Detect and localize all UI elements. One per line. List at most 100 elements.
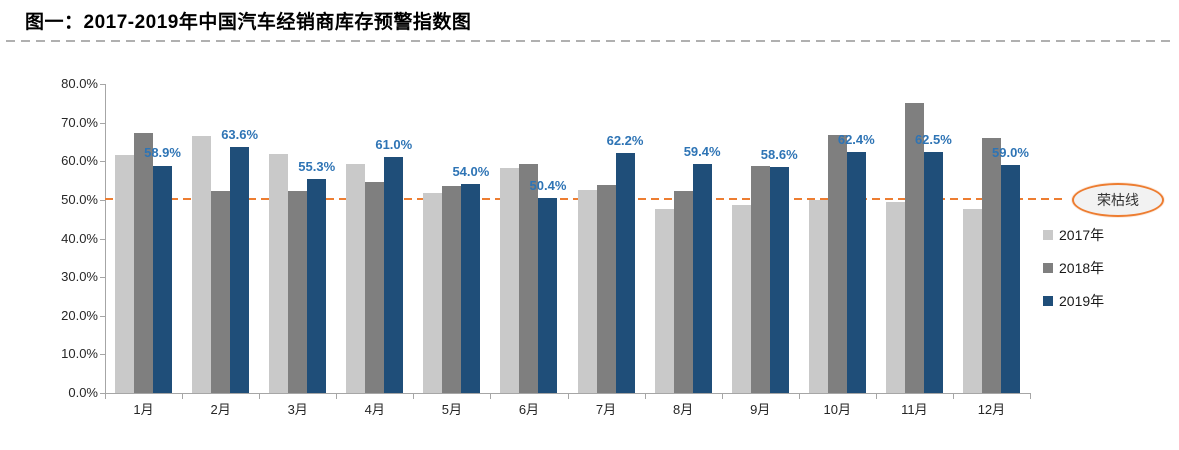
y-axis-tick-label: 0.0% (68, 385, 98, 400)
x-axis-tick (721, 394, 723, 399)
x-axis-tick (182, 394, 184, 399)
x-axis-tick (875, 394, 877, 399)
threshold-label-badge: 荣枯线 (1072, 183, 1164, 217)
bar-2019年 (461, 184, 481, 393)
y-axis-tick (100, 84, 105, 85)
y-axis-tick (100, 161, 105, 163)
x-axis-tick-label: 11月 (901, 402, 928, 417)
x-axis-tick (1030, 394, 1031, 399)
y-axis-tick (100, 122, 105, 124)
bar-2017年 (885, 201, 905, 393)
x-axis-tick-label: 8月 (673, 402, 694, 417)
x-axis-tick (105, 394, 106, 399)
bar-2018年 (211, 190, 231, 393)
bar-2019年 (692, 163, 712, 393)
x-axis-tick-label: 12月 (977, 402, 1006, 417)
x-axis-tick-label: 10月 (823, 402, 852, 417)
x-axis-tick (259, 394, 261, 399)
legend-marker (1043, 263, 1053, 273)
legend-label: 2017年 (1059, 227, 1105, 243)
bar-2019年 (230, 147, 250, 393)
y-axis-tick (100, 277, 105, 279)
legend-marker (1043, 230, 1053, 240)
bar-2019年 (846, 151, 866, 393)
bar-2018年 (750, 165, 770, 393)
data-label-2019年: 59.0% (992, 145, 1029, 161)
legend-label: 2018年 (1059, 260, 1105, 276)
x-axis-tick-label: 3月 (287, 402, 308, 417)
x-axis-tick-label: 1月 (133, 402, 154, 417)
bar-2017年 (423, 192, 443, 393)
legend-label: 2019年 (1059, 293, 1105, 309)
bar-2018年 (134, 133, 154, 393)
data-label-2019年: 58.9% (144, 145, 181, 161)
bar-2018年 (442, 185, 462, 393)
chart-legend: 2017年 2018年 2019年 (1043, 224, 1163, 323)
x-axis-tick (567, 394, 569, 399)
legend-marker (1043, 296, 1053, 306)
bar-2018年 (596, 184, 616, 393)
data-label-2019年: 61.0% (375, 137, 413, 153)
x-axis-tick (644, 394, 646, 399)
chart-title: 图一：2017-2019年中国汽车经销商库存预警指数图 (25, 12, 472, 33)
threshold-label: 荣枯线 (1097, 192, 1139, 208)
bar-2017年 (192, 135, 212, 393)
legend-item-2017年: 2017年 (1043, 224, 1163, 246)
y-axis-tick-label: 70.0% (61, 114, 98, 130)
y-axis-tick (100, 199, 105, 201)
x-axis-tick-label: 9月 (750, 402, 771, 417)
bar-2017年 (346, 164, 366, 393)
bar-2019年 (538, 198, 558, 393)
y-axis-tick-label: 50.0% (61, 191, 98, 207)
bar-2017年 (808, 200, 828, 393)
legend-item-2018年: 2018年 (1043, 257, 1163, 279)
bar-2017年 (269, 153, 289, 393)
x-axis-tick-label: 2月 (210, 402, 231, 417)
bar-2018年 (673, 191, 693, 393)
x-axis-tick (952, 394, 954, 399)
data-label-2019年: 62.2% (606, 132, 644, 148)
data-label-2019年: 62.5% (914, 131, 952, 147)
data-label-2019年: 55.3% (298, 159, 336, 175)
bar-2019年 (1000, 165, 1020, 393)
data-label-2019年: 63.6% (221, 127, 259, 143)
title-separator-line (6, 40, 1173, 42)
bar-2019年 (307, 179, 327, 393)
bar-2018年 (288, 191, 308, 393)
data-label-2019年: 62.4% (837, 131, 875, 147)
y-axis-tick-label: 30.0% (61, 269, 98, 285)
plot-area: 58.9% 63.6% 55.3% 61.0% 54.0% 50.4% 62.2% 59.4%… (105, 84, 1030, 393)
x-axis-tick (336, 394, 338, 399)
data-label-2019年: 59.4% (683, 143, 721, 159)
y-axis-tick (100, 354, 105, 356)
x-axis-line (105, 393, 1031, 394)
y-axis-tick (100, 393, 105, 394)
data-label-2019年: 50.4% (529, 178, 567, 194)
y-axis-tick (100, 238, 105, 240)
data-label-2019年: 54.0% (452, 164, 490, 180)
legend-item-2019年: 2019年 (1043, 290, 1163, 312)
y-axis-tick-label: 10.0% (61, 346, 98, 362)
bar-2018年 (827, 134, 847, 393)
bar-2018年 (981, 137, 1001, 393)
y-axis-tick-label: 80.0% (61, 76, 98, 91)
bar-2017年 (654, 209, 674, 393)
bar-2017年 (731, 204, 751, 393)
y-axis-tick-label: 40.0% (61, 230, 98, 246)
y-axis-tick-label: 60.0% (61, 153, 98, 169)
bar-2017年 (577, 189, 597, 393)
bar-2019年 (615, 152, 635, 393)
x-axis-tick-label: 4月 (364, 402, 385, 417)
bar-2017年 (115, 155, 135, 393)
x-axis-tick-label: 5月 (441, 402, 462, 417)
y-axis-line (105, 84, 106, 394)
bar-2018年 (904, 102, 924, 393)
bar-2017年 (962, 208, 982, 393)
y-axis-tick (100, 315, 105, 317)
bar-2019年 (153, 165, 173, 393)
x-axis-tick (413, 394, 415, 399)
bar-2019年 (923, 151, 943, 393)
data-label-2019年: 58.6% (760, 146, 798, 162)
x-axis-tick (490, 394, 492, 399)
